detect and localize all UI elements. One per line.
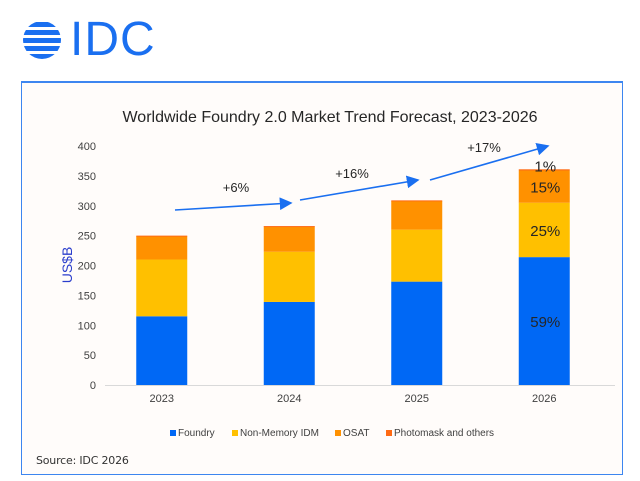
y-tick-label: 150 (78, 290, 96, 302)
y-tick-label: 50 (84, 350, 96, 362)
bar-segment-foundry (136, 316, 188, 385)
bar-segment-photomask-and-others (518, 169, 570, 171)
x-tick-label: 2025 (405, 393, 429, 405)
data-label: 15% (530, 180, 560, 197)
x-tick-label: 2023 (150, 393, 174, 405)
bar-segment-osat (136, 236, 188, 260)
legend-label: OSAT (343, 428, 369, 439)
legend-swatch (335, 430, 341, 436)
y-axis-label: US$B (59, 247, 75, 284)
bar-segment-non-memory-idm (263, 251, 315, 302)
bar-segment-osat (518, 170, 570, 203)
chart-title: Worldwide Foundry 2.0 Market Trend Forec… (122, 109, 537, 126)
idc-logo: IDC (20, 13, 156, 66)
legend-label: Foundry (178, 428, 215, 439)
legend-swatch (386, 430, 392, 436)
y-tick-label: 250 (78, 231, 96, 243)
legend-label: Non-Memory IDM (240, 428, 319, 439)
bar-segment-photomask-and-others (263, 226, 315, 228)
bar-segment-photomask-and-others (136, 235, 188, 237)
growth-arrow (299, 175, 420, 201)
y-tick-label: 100 (78, 320, 96, 332)
y-tick-label: 350 (78, 171, 96, 183)
legend-label: Photomask and others (394, 428, 494, 439)
growth-label: +17% (467, 140, 501, 155)
bar-segment-foundry (263, 301, 315, 385)
growth-label: +6% (223, 180, 250, 195)
growth-label: +16% (335, 166, 369, 181)
y-tick-label: 200 (78, 261, 96, 273)
y-tick-label: 400 (78, 141, 96, 153)
growth-arrow (174, 197, 293, 211)
data-label: 25% (530, 223, 560, 240)
bar-segment-foundry (518, 257, 570, 385)
data-label: 1% (534, 158, 556, 175)
x-tick-label: 2024 (277, 393, 301, 405)
bar-segment-non-memory-idm (518, 202, 570, 258)
source-note: Source: IDC 2026 (36, 454, 129, 467)
growth-arrow (429, 142, 550, 181)
bar-segment-osat (391, 200, 443, 230)
y-tick-label: 300 (78, 201, 96, 213)
bar-segment-non-memory-idm (136, 259, 188, 317)
bar-segment-foundry (391, 281, 443, 385)
legend-swatch (232, 430, 238, 436)
logo-text: IDC (70, 13, 156, 66)
bar-segment-non-memory-idm (391, 229, 443, 282)
x-tick-label: 2026 (532, 393, 556, 405)
bar-segment-osat (263, 226, 315, 252)
data-label: 59% (530, 314, 560, 331)
legend-swatch (170, 430, 176, 436)
globe-icon (23, 22, 61, 59)
bar-segment-photomask-and-others (391, 200, 443, 202)
y-tick-label: 0 (90, 380, 96, 392)
